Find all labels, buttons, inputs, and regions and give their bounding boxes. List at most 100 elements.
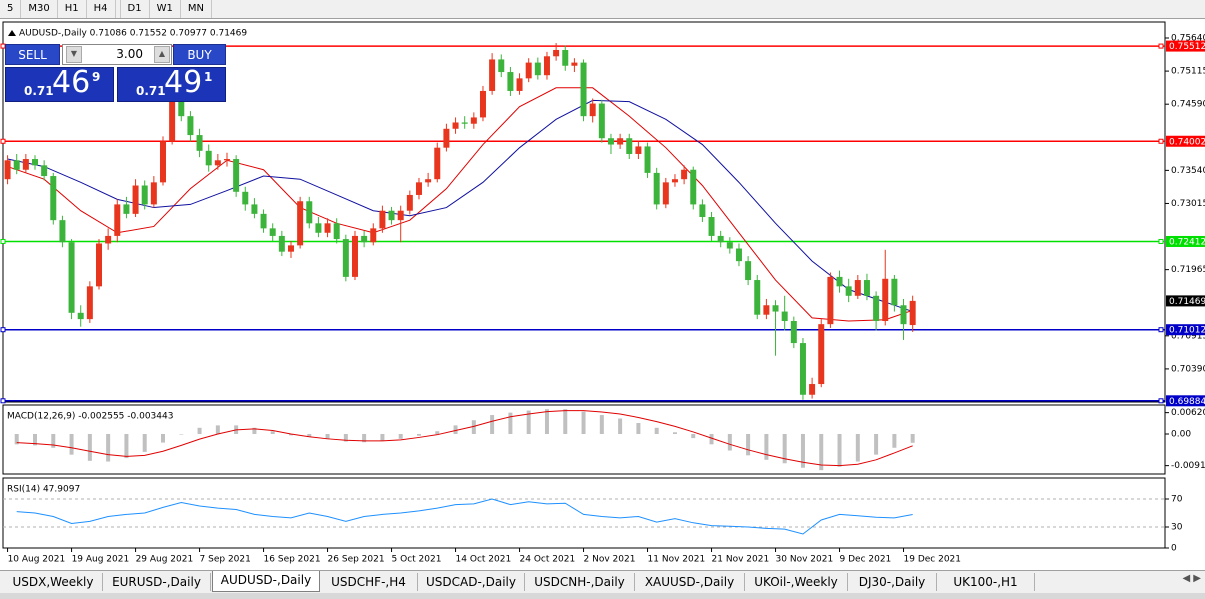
candle-body <box>187 116 194 136</box>
macd-bar <box>14 433 19 445</box>
level-label-bg <box>1166 395 1205 407</box>
chart-tab[interactable]: USDCAD-,Daily <box>418 573 525 591</box>
macd-bar <box>307 433 312 437</box>
candle-body <box>818 324 825 385</box>
chart-tab[interactable]: XAUUSD-,Daily <box>635 573 745 591</box>
macd-bar <box>87 433 92 461</box>
timeframe-button[interactable]: H1 <box>58 0 87 18</box>
panel-title: RSI(14) 47.9097 <box>7 485 80 495</box>
collapse-icon <box>8 30 16 36</box>
macd-bar <box>51 433 56 448</box>
macd-bar <box>106 433 111 462</box>
macd-bar <box>252 427 257 434</box>
panel-frame <box>2 477 1166 549</box>
x-tick-label: 16 Sep 2021 <box>264 555 321 565</box>
moving-average <box>7 99 913 313</box>
chart-tab[interactable]: EURUSD-,Daily <box>103 573 211 591</box>
y-tick-label: 0.70390 <box>1171 364 1205 374</box>
lot-input[interactable]: 3.00 <box>62 44 172 65</box>
candle-body <box>315 223 322 233</box>
sell-button[interactable]: SELL <box>5 44 60 65</box>
candle-body <box>214 160 221 166</box>
candle-body <box>178 97 185 117</box>
level-label: 0.69884 <box>1169 397 1205 407</box>
candle-body <box>653 172 660 205</box>
candle-body <box>626 138 633 154</box>
buy-button[interactable]: BUY <box>173 44 226 65</box>
candle-body <box>607 138 614 145</box>
price-prefix: 0.71 <box>136 84 166 98</box>
macd-bar <box>544 409 549 434</box>
level-label: 0.74002 <box>1169 137 1205 147</box>
level-handle <box>0 138 6 144</box>
current-price-bg <box>1166 295 1205 307</box>
panel-title: AUDUSD-,Daily 0.71086 0.71552 0.70977 0.… <box>19 29 247 39</box>
macd-bar <box>892 433 897 448</box>
lot-down[interactable]: ▼ <box>66 46 82 63</box>
macd-bar <box>69 433 74 455</box>
timeframe-button[interactable]: H4 <box>87 0 116 18</box>
macd-bar <box>124 433 129 459</box>
chart-tab[interactable]: UKOil-,Weekly <box>745 573 848 591</box>
macd-bar <box>581 411 586 434</box>
candle-body <box>379 210 386 229</box>
candle-body <box>297 201 304 246</box>
bid-price[interactable]: 0.71 46 9 <box>5 65 114 102</box>
chart-tab[interactable]: USDCNH-,Daily <box>525 573 635 591</box>
timeframe-toolbar: 5 M30 H1 H4 D1 W1 MN <box>0 0 1205 19</box>
x-tick-label: 9 Dec 2021 <box>840 555 892 565</box>
timeframe-button[interactable]: MN <box>181 0 212 18</box>
ask-price[interactable]: 0.71 49 1 <box>117 65 226 102</box>
candle-body <box>543 56 550 76</box>
lot-up[interactable]: ▲ <box>154 46 170 63</box>
timeframe-button[interactable]: M30 <box>21 0 58 18</box>
level-label-bg <box>1166 135 1205 147</box>
chart-tab[interactable]: AUDUSD-,Daily <box>212 571 320 592</box>
candle-body <box>461 122 468 124</box>
level-handle <box>1158 138 1164 144</box>
x-tick-label: 2 Nov 2021 <box>584 555 636 565</box>
candle-body <box>415 182 422 195</box>
price-big: 46 <box>52 65 91 100</box>
timeframe-button[interactable]: 5 <box>0 0 22 18</box>
candle-body <box>31 159 38 166</box>
y-tick-label: 0.71965 <box>1171 265 1205 275</box>
x-tick-label: 30 Nov 2021 <box>776 555 834 565</box>
tab-scroll[interactable]: ◀ ▶ <box>1182 573 1201 584</box>
macd-bar <box>782 433 787 464</box>
y-tick-label: 70 <box>1171 495 1183 505</box>
candle-body <box>553 49 560 57</box>
chart-tab[interactable]: USDX,Weekly <box>4 573 103 591</box>
level-handle <box>1158 238 1164 244</box>
chart-tab[interactable]: USDCHF-,H4 <box>320 573 418 591</box>
candle-body <box>105 235 112 244</box>
macd-bar <box>599 415 604 434</box>
timeframe-button[interactable]: D1 <box>119 0 150 18</box>
candle-body <box>498 59 505 73</box>
level-handle <box>1158 43 1164 49</box>
candle-body <box>95 243 102 287</box>
macd-bar <box>855 433 860 462</box>
macd-bar <box>270 431 275 434</box>
candle-body <box>726 242 733 249</box>
candle-body <box>59 220 66 243</box>
chart-tab[interactable]: DJ30-,Daily <box>848 573 937 591</box>
macd-bar <box>453 425 458 434</box>
candle-body <box>77 312 84 320</box>
candle-body <box>306 201 313 224</box>
y-tick-label: 0.74590 <box>1171 100 1205 110</box>
macd-bar <box>142 433 147 452</box>
x-tick-label: 19 Aug 2021 <box>72 555 130 565</box>
timeframe-button[interactable]: W1 <box>150 0 181 18</box>
candle-body <box>370 228 377 243</box>
status-strip <box>0 593 1205 599</box>
candle-body <box>50 176 57 221</box>
candle-body <box>4 160 11 180</box>
level-label-bg <box>1166 235 1205 247</box>
y-tick-label: 0.00 <box>1171 429 1191 439</box>
x-tick-label: 7 Sep 2021 <box>200 555 251 565</box>
chart-tab[interactable]: UK100-,H1 <box>937 573 1035 591</box>
candle-body <box>662 182 669 205</box>
candle-body <box>635 146 642 154</box>
